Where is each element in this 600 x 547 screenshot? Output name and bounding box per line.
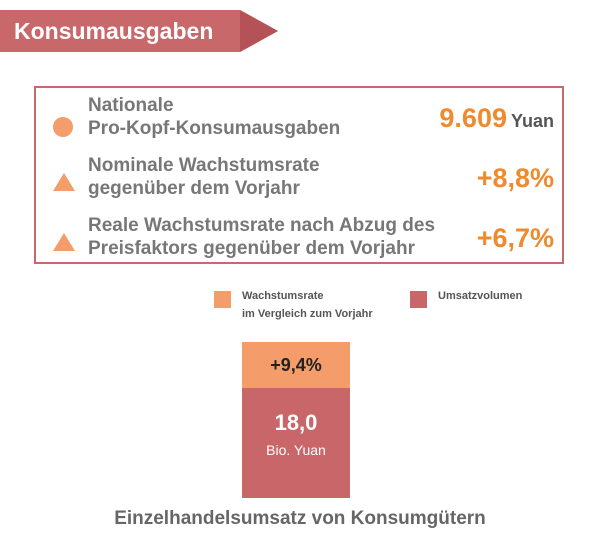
stat-value-number: +8,8% [476, 163, 554, 193]
stat-row-consumption: Nationale Pro-Kopf-Konsumausgaben 9.609 Y… [36, 92, 562, 144]
stat-value: +6,7% [477, 222, 554, 254]
legend-label-line: Wachstumsrate [242, 290, 324, 302]
legend-swatch-volume [410, 291, 427, 308]
stat-label: Nominale Wachstumsrate gegenüber dem Vor… [88, 154, 320, 200]
stat-row-real-growth: Reale Wachstumsrate nach Abzug des Preis… [36, 212, 562, 264]
page-title: Konsumausgaben [14, 18, 214, 44]
legend-item-growth: Wachstumsrate im Vergleich zum Vorjahr [214, 287, 404, 323]
stat-value-number: +6,7% [476, 223, 554, 253]
stat-label-line: Nominale Wachstumsrate [88, 155, 320, 176]
stats-box: Nationale Pro-Kopf-Konsumausgaben 9.609 Y… [34, 86, 564, 264]
bar-segment-growth: +9,4% [242, 342, 350, 388]
stat-label-line: Pro-Kopf-Konsumausgaben [88, 118, 341, 139]
bar-value: 18,0 [274, 410, 318, 435]
stat-value-number: 9.609 [439, 103, 507, 133]
stat-label-line: gegenüber dem Vorjahr [88, 178, 300, 199]
stat-label-line: Nationale [88, 95, 174, 116]
legend-item-volume: Umsatzvolumen [410, 287, 570, 308]
stat-value: 9.609 Yuan [439, 102, 554, 137]
legend-swatch-growth [214, 291, 231, 308]
banner-arrow-shape [0, 10, 278, 52]
bar-unit: Bio. Yuan [266, 442, 326, 458]
stat-label: Reale Wachstumsrate nach Abzug des Preis… [88, 214, 435, 260]
legend-label: Wachstumsrate im Vergleich zum Vorjahr [242, 287, 412, 323]
stat-value-unit: Yuan [510, 111, 554, 131]
triangle-icon [53, 173, 75, 191]
bar-growth-label: +9,4% [270, 354, 322, 375]
stat-row-nominal-growth: Nominale Wachstumsrate gegenüber dem Vor… [36, 152, 562, 204]
stat-label-line: Preisfaktors gegenüber dem Vorjahr [88, 238, 415, 259]
triangle-icon [53, 233, 75, 251]
stat-label: Nationale Pro-Kopf-Konsumausgaben [88, 94, 340, 140]
stat-label-line: Reale Wachstumsrate nach Abzug des [88, 215, 436, 236]
chart-caption: Einzelhandelsumsatz von Konsumgütern [114, 508, 486, 529]
stat-value: +8,8% [477, 162, 554, 194]
circle-icon [53, 117, 73, 137]
header-banner: Konsumausgaben [0, 10, 278, 52]
bar-segment-volume: 18,0 Bio. Yuan [242, 388, 350, 498]
legend-label-line: im Vergleich zum Vorjahr [242, 308, 373, 320]
legend-label: Umsatzvolumen [438, 290, 523, 302]
